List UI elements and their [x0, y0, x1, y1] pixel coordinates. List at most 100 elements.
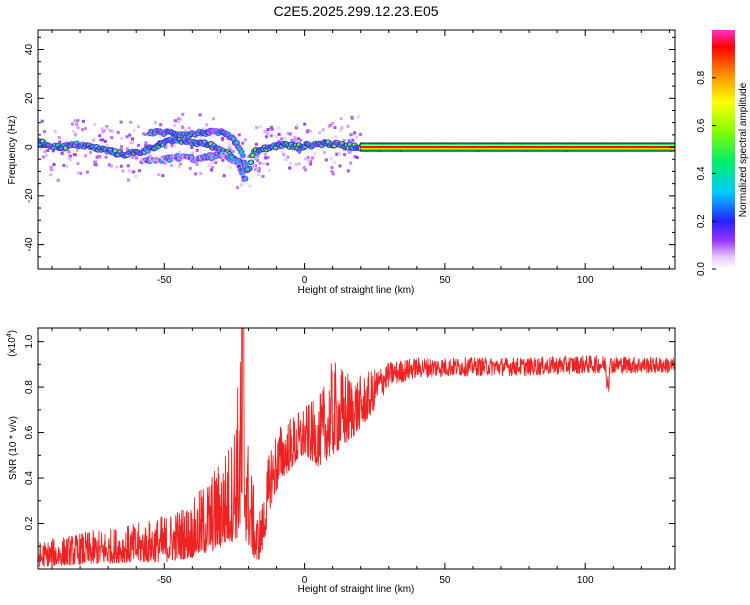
spectrogram-cell — [286, 155, 290, 159]
spectrogram-xtick-label: 0 — [302, 275, 308, 286]
spectrogram-cell — [288, 166, 292, 170]
spectrogram-cell — [243, 138, 247, 142]
spectrogram-cell — [173, 124, 177, 128]
spectrogram-cell — [328, 123, 332, 127]
spectrogram-cell — [266, 131, 270, 135]
spectrogram-xtick-label: 50 — [439, 275, 451, 286]
spectrogram-cell — [94, 163, 98, 167]
spectrogram-cell — [95, 155, 99, 159]
spectrogram-cell — [222, 174, 226, 178]
colorbar-tick-label: 0.8 — [696, 70, 707, 84]
spectrogram-cell — [330, 121, 334, 125]
spectrogram-cell — [180, 125, 184, 129]
spectrogram-cell — [338, 164, 342, 168]
spectrogram-cell — [116, 130, 120, 134]
spectrogram-cell — [334, 135, 338, 139]
spectrogram-cell — [125, 135, 129, 139]
spectrogram-cell — [306, 130, 310, 134]
spectrogram-cell — [297, 150, 301, 154]
spectrogram-cell — [296, 140, 300, 144]
spectrogram-cell — [323, 151, 327, 155]
spectrogram-cell — [277, 132, 281, 136]
colorbar: 0.0 0.2 0.4 0.6 0.8 Normalized spectral ampl… — [696, 30, 749, 276]
spectrogram-cell — [130, 140, 134, 144]
spectrogram-cell — [131, 155, 135, 159]
spectrogram-cell — [254, 157, 258, 161]
spectrogram-cell — [120, 145, 124, 149]
spectrogram-cell — [134, 156, 138, 160]
snr-ytick-label: 1.0 — [24, 334, 35, 348]
spectrogram-cell — [228, 145, 232, 149]
spectrogram-cell — [309, 162, 313, 166]
spectrogram-cell — [73, 119, 77, 123]
spectrogram-cell — [76, 162, 80, 166]
colorbar-gradient — [712, 30, 735, 269]
spectrogram-cell — [349, 133, 353, 137]
spectrogram-cell — [292, 140, 296, 144]
spectrogram-cell — [313, 152, 317, 156]
spectrogram-cell — [311, 156, 315, 160]
colorbar-label: Normalized spectral amplitude — [738, 82, 749, 217]
spectrogram-cell — [76, 126, 80, 130]
figure-title: C2E5.2025.299.12.23.E05 — [273, 3, 438, 19]
spectrogram-cell — [144, 141, 148, 145]
spectrogram-cell — [256, 159, 260, 163]
spectrogram-point — [235, 159, 240, 164]
spectrogram-cell — [89, 150, 93, 154]
spectrogram-cell — [176, 120, 180, 124]
spectrogram-cell — [351, 138, 355, 142]
spectrogram-cell — [62, 163, 66, 167]
spectrogram-cell — [269, 134, 273, 138]
spectrogram-cell — [289, 161, 293, 165]
spectrogram-cell — [126, 178, 130, 182]
spectrogram-ytick-label: -20 — [24, 188, 35, 203]
spectrogram-cell — [254, 167, 258, 171]
spectrogram-point — [240, 153, 245, 158]
spectrogram-cell — [199, 171, 203, 175]
spectrogram-cell — [165, 144, 169, 148]
snr-multiplier-exp: 4 — [6, 333, 13, 337]
steady-band-core — [360, 146, 675, 149]
spectrogram-cell — [282, 152, 286, 156]
spectrogram-cell — [76, 119, 80, 123]
spectrogram-cell — [211, 117, 215, 121]
spectrogram-cell — [142, 132, 146, 136]
spectrogram-cell — [58, 140, 62, 144]
spectrogram-cell — [84, 154, 88, 158]
spectrogram-marks — [38, 112, 675, 190]
spectrogram-cell — [258, 161, 262, 165]
spectrogram-cell — [258, 125, 262, 129]
spectrogram-cell — [347, 139, 351, 143]
spectrogram-cell — [309, 129, 313, 133]
spectrogram-cell — [343, 153, 347, 157]
colorbar-tick-label: 0.4 — [696, 166, 707, 180]
spectrogram-cell — [105, 144, 109, 148]
spectrogram-cell — [49, 173, 53, 177]
spectrogram-cell — [335, 152, 339, 156]
spectrogram-cell — [39, 146, 43, 150]
spectrogram-cell — [302, 166, 306, 170]
spectrogram-cell — [134, 174, 138, 178]
spectrogram-cell — [210, 134, 214, 138]
spectrogram-cell — [346, 124, 350, 128]
spectrogram-cell — [179, 162, 183, 166]
spectrogram-cell — [337, 152, 341, 156]
spectrogram-cell — [187, 126, 191, 130]
spectrogram-cell — [353, 131, 357, 135]
spectrogram-cell — [205, 123, 209, 127]
spectrogram-cell — [252, 164, 256, 168]
spectrogram-cell — [330, 166, 334, 170]
spectrogram-cell — [110, 129, 114, 133]
snr-marks — [38, 328, 675, 568]
snr-ytick-label: 0.2 — [24, 516, 35, 530]
spectrogram-track-lower-track — [138, 150, 249, 182]
spectrogram-cell — [333, 126, 337, 130]
spectrogram-ytick-label: 20 — [24, 92, 35, 104]
snr-multiplier-base: (x10 — [7, 337, 18, 357]
spectrogram-cell — [119, 164, 123, 168]
spectrogram-cell — [43, 150, 47, 154]
spectrogram-cell — [101, 130, 105, 134]
spectrogram-cell — [207, 163, 211, 167]
spectrogram-cell — [93, 122, 97, 126]
snr-ytick-label: 0.8 — [24, 380, 35, 394]
